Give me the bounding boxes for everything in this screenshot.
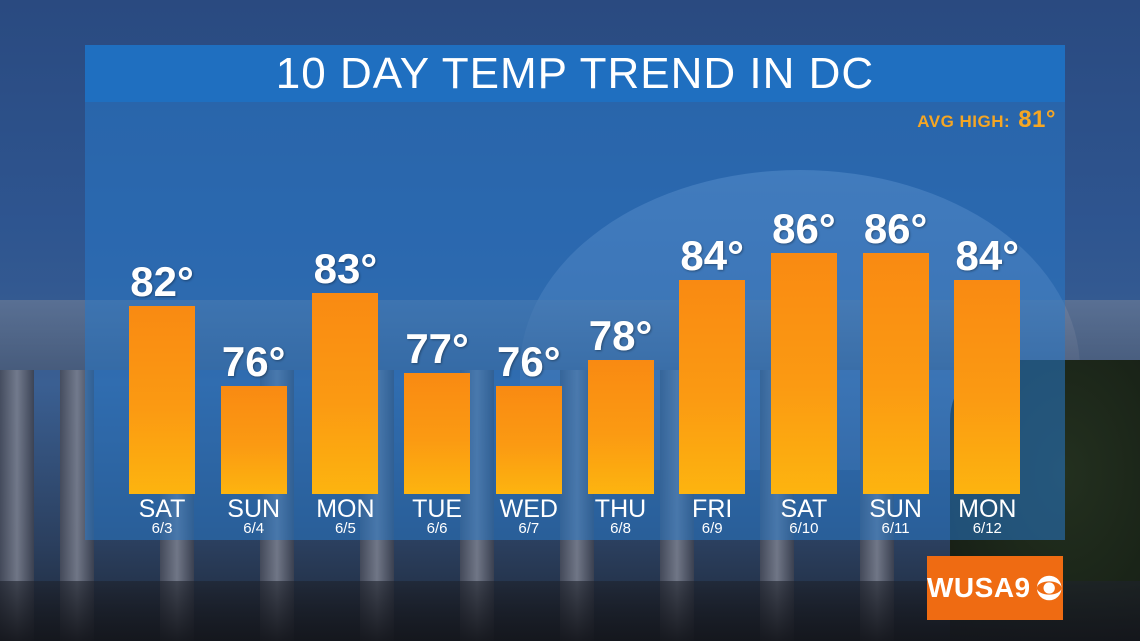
bar-value-label: 82° — [130, 258, 194, 306]
avg-high-annotation: AVG HIGH: 81° — [917, 106, 1056, 134]
bar — [312, 292, 379, 494]
logo-text: WUSA9 — [927, 572, 1031, 603]
x-tick-date: 6/3 — [151, 520, 173, 537]
x-tick-day: FRI — [692, 495, 733, 523]
bar — [220, 386, 287, 494]
avg-high-label: AVG HIGH: — [917, 112, 1011, 131]
x-tick-day: SUN — [869, 495, 922, 523]
bar — [129, 306, 195, 494]
x-tick-day: THU — [594, 495, 647, 523]
x-tick-date: 6/9 — [701, 520, 723, 537]
bar — [862, 253, 929, 494]
bar-value-label: 76° — [497, 338, 561, 386]
bar-value-label: 84° — [955, 231, 1020, 279]
station-logo: WUSA9 — [927, 556, 1063, 620]
bar-value-label: 84° — [680, 231, 744, 279]
x-tick-day: MON — [316, 495, 375, 523]
x-tick-day: MON — [958, 495, 1017, 523]
bar — [495, 386, 562, 494]
x-tick-day: SAT — [780, 495, 828, 523]
x-tick-date: 6/8 — [610, 520, 631, 537]
bar — [679, 279, 746, 494]
x-tick-day: WED — [499, 495, 558, 523]
x-tick-date: 6/12 — [972, 520, 1002, 537]
bar-value-label: 83° — [313, 244, 378, 292]
x-tick-date: 6/6 — [426, 520, 448, 537]
x-tick-date: 6/4 — [243, 520, 265, 537]
bar — [954, 279, 1021, 494]
x-tick-day: SAT — [138, 495, 186, 523]
bar — [404, 372, 471, 494]
title-bar — [85, 45, 1065, 102]
x-tick-date: 6/7 — [518, 520, 540, 537]
bar — [587, 359, 654, 494]
bar-value-label: 76° — [221, 338, 286, 386]
x-tick-date: 6/5 — [334, 520, 356, 537]
cbs-eye-icon — [1036, 575, 1062, 601]
x-tick-day: TUE — [412, 495, 463, 523]
bar-value-label: 86° — [772, 205, 836, 252]
x-tick-day: SUN — [227, 495, 281, 523]
bar-value-label: 78° — [588, 311, 653, 359]
bar — [770, 253, 837, 494]
avg-high-value: 81° — [1018, 106, 1056, 133]
bar-value-label: 77° — [405, 324, 469, 372]
chart-title: 10 DAY TEMP TREND IN DC — [275, 49, 875, 98]
bar-value-label: 86° — [863, 205, 928, 252]
x-tick-date: 6/10 — [789, 520, 819, 537]
x-tick-date: 6/11 — [881, 520, 910, 537]
